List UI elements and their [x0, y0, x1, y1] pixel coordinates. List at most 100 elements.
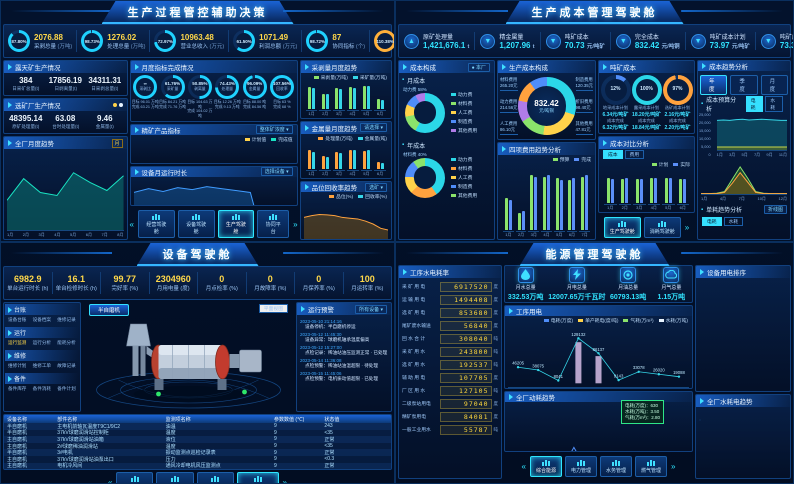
period-tab[interactable]: 年度 — [700, 75, 728, 95]
led-unit: 度 — [493, 374, 499, 380]
done-label: 成本完成 — [638, 118, 655, 123]
legend-item: 材料费 — [451, 100, 477, 107]
nav-left-arrow-icon[interactable]: « — [129, 219, 134, 229]
led-row: 尾矿废水输送 56840 度 — [399, 319, 501, 332]
period-tab[interactable]: 月度 — [760, 75, 788, 95]
panel-title: 设备用电排序 — [707, 270, 746, 277]
toggle-button[interactable]: 费用 — [624, 150, 645, 159]
ring-callouts-left: 材料费用 265.20元 动力费用 214.56元 人工费用 86.10元 — [500, 77, 518, 135]
menu-link[interactable]: 能耗分析 — [57, 340, 76, 345]
menu-link[interactable]: 设备档案 — [32, 317, 52, 322]
nav-button[interactable]: 生产驾驶舱 — [603, 217, 641, 238]
table-row[interactable]: 半自磨机 主电机前轴瓦温度T9C1/9C2 油温 9 243 — [4, 423, 391, 430]
alert-item[interactable]: 2023-05-12 15:27:00 点检记录：稀油站油压监测正常 · 已处理 — [300, 345, 388, 356]
bar-chart-icon — [253, 476, 262, 483]
table-row[interactable]: 主自磨机 电机冷风间 通风冷却电机风压监测点 9 正常 — [4, 462, 391, 470]
metal-select[interactable]: 请选择 ▾ — [360, 123, 387, 133]
toggle-button[interactable]: 水耗 — [765, 96, 783, 112]
month-badge[interactable]: 月 — [111, 138, 123, 148]
led-value: 6917520 — [440, 281, 492, 292]
concentrate-select[interactable]: 整体矿浓度 ▾ — [255, 125, 293, 135]
gauge-target: 目标 96.01 万吨 — [131, 100, 159, 104]
quadrant-production-process: 生产过程管控辅助决策 87.80% 2076.88 采剥总量 (万吨) — [0, 0, 395, 242]
menu-link[interactable]: 运行分析 — [32, 340, 52, 345]
device-filter-select[interactable]: 所有设备 ▾ — [355, 304, 387, 314]
four-expense-trend-panel: 四项费用趋势分析 预算 完成 1月 2月 3月 4月 5月 6月 7月 — [497, 142, 596, 240]
led-unit: 度 — [493, 322, 499, 328]
nav-right-arrow-icon[interactable]: » — [282, 478, 287, 484]
sub-title: 年成本 — [407, 143, 426, 150]
nav-button[interactable]: 协同平台 — [257, 210, 290, 238]
menu-link[interactable]: 故障记录 — [57, 363, 76, 368]
toggle-button[interactable]: 水耗 — [723, 217, 744, 226]
view-toggle-button[interactable]: 平面视图 — [258, 304, 288, 313]
nav-left-arrow-icon[interactable]: « — [521, 462, 526, 471]
equipment-select[interactable]: 选择设备 ▾ — [260, 167, 293, 177]
menu-link[interactable]: 维修工单 — [32, 363, 52, 368]
table-row[interactable]: 半自磨机 3#电机 振动监测点巡检记录表 9 正常 — [4, 449, 391, 456]
nav-button[interactable]: 经营驾驶舱 — [116, 472, 154, 483]
toggle-button[interactable]: 电耗 — [702, 217, 722, 226]
panel-marker-icon — [509, 308, 513, 314]
nav-button[interactable]: 生产驾驶舱 — [156, 472, 194, 483]
nav-right-arrow-icon[interactable]: » — [293, 219, 298, 229]
nav-right-arrow-icon[interactable]: » — [684, 223, 690, 232]
menu-link[interactable]: 备件库存 — [8, 386, 27, 391]
nav-button[interactable]: 生产驾驶舱 — [217, 210, 255, 238]
menu-link[interactable]: 设备台账 — [8, 317, 27, 322]
toggle-button[interactable]: 成本 — [603, 150, 623, 159]
svg-text:8041: 8041 — [554, 374, 564, 379]
bar-chart-icon — [269, 214, 278, 220]
period-tab[interactable]: 季度 — [730, 75, 758, 95]
budget-toggle-group: 电耗 水耗 — [742, 95, 787, 113]
nav-left-arrow-icon[interactable]: « — [108, 478, 113, 484]
nav-button[interactable]: 网络协同平台 — [236, 472, 279, 483]
gauge-name: 剥离量 — [194, 87, 206, 92]
water-drop-icon — [517, 266, 534, 283]
led-label: 尾矿废水输送 — [402, 324, 431, 329]
nav-button[interactable]: 消耗驾驶舱 — [643, 217, 681, 238]
alert-item[interactable]: 2023-05-10 21:14:16 设备停机：半自磨机停运 — [300, 319, 388, 330]
chart-type-control[interactable]: 折线图 — [763, 205, 787, 214]
table-row[interactable]: 主自磨机 37kV球磨润滑站油箱 液位 9 正常 — [4, 436, 391, 443]
col-header: 状态值 — [324, 416, 340, 423]
menu-link[interactable]: 维修计划 — [8, 363, 27, 368]
nav-button[interactable]: 电力管理 — [564, 456, 597, 477]
y-tick: 20,000 — [699, 121, 711, 125]
plant-radio[interactable]: ● 本厂 — [467, 62, 490, 72]
kpi-value: 70.73 — [564, 41, 585, 50]
gauge-ring-icon: 74.43% 处理量 — [215, 75, 240, 99]
led-row: 选 矿 用 电 853680 度 — [399, 306, 501, 319]
nav-button[interactable]: 燃气管理 — [635, 456, 668, 477]
equipment-kpi-item: 0 月保养率 (%) — [295, 272, 344, 294]
toggle-button[interactable]: 电耗 — [745, 96, 764, 112]
grade-select[interactable]: 选矿 ▾ — [365, 182, 387, 192]
mill-3d-viewport[interactable]: 半自磨机 平面视图 — [83, 302, 294, 412]
table-row[interactable]: 半自磨机 37kV球磨润滑站控制柜 温度 9 <35 — [4, 429, 391, 436]
menu-link[interactable]: 备件计划 — [57, 386, 76, 391]
nav-button[interactable]: 水务管理 — [600, 456, 633, 477]
menu-link[interactable]: 备件消耗 — [32, 386, 52, 391]
led-value: 97040 — [440, 398, 492, 409]
alert-item[interactable]: 2023-05-14 11:36:08 点检预警：稀油站油温超限 · 待处理 — [300, 358, 388, 369]
gauge-ring-icon: 61.76% 采矿量 — [160, 75, 185, 99]
alert-item[interactable]: 2023-05-15 11:45:06 点检预警：电机振动值超限 · 已处理 — [300, 371, 388, 382]
svg-text:26020: 26020 — [653, 368, 665, 373]
menu-link[interactable]: 维修记录 — [57, 317, 76, 322]
chart-legend: 品位(%) 回收率(%) — [301, 192, 391, 201]
nav-button[interactable]: 综合能源 — [529, 456, 562, 477]
svg-text:19088: 19088 — [673, 370, 685, 375]
cost-gauge-item: 97% 选矿成本计划 2.16元/吨矿 成本完成 2.20元/吨矿 — [662, 75, 693, 131]
kpi-label: 月点检率 (%) — [205, 286, 238, 292]
nav-button[interactable]: 经营驾驶舱 — [138, 210, 175, 238]
menu-link[interactable]: 运行监测 — [8, 340, 27, 345]
mill-tab[interactable]: 半自磨机 — [89, 304, 130, 316]
nav-right-arrow-icon[interactable]: » — [671, 462, 676, 471]
table-row[interactable]: 主自磨机 2#球磨稀油润滑站 温度 9 <35 — [4, 442, 391, 450]
alert-item[interactable]: 2023-05-12 11:45:30 设备异常：球磨机轴承温度偏高 — [300, 332, 388, 343]
callout-item: 人工费用 86.10元 — [500, 121, 518, 135]
nav-button[interactable]: 设备驾驶舱 — [196, 472, 234, 483]
oil-kpi: 月油总量 60793.13吨 — [607, 266, 648, 302]
nav-button[interactable]: 设备驾驶舱 — [177, 210, 215, 238]
table-row[interactable]: 主自磨机 37kV球磨润滑站油泵出口 压力 9 <0.3 — [4, 455, 391, 463]
